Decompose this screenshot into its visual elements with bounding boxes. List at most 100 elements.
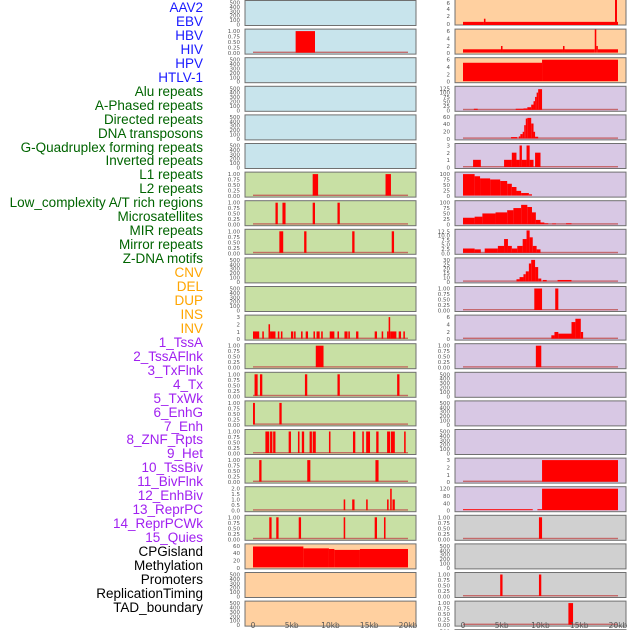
y-tick-label: 25: [443, 104, 450, 110]
bar: [507, 210, 514, 225]
y-tick-label: 40: [443, 122, 450, 128]
y-tick-label: 125: [440, 86, 451, 92]
bar: [531, 104, 534, 110]
bar: [507, 245, 512, 253]
baseline: [463, 623, 618, 625]
y-tick-label: 0.50: [438, 298, 451, 304]
y-tick-label: 0.00: [438, 595, 451, 601]
panel-bg: [244, 343, 417, 370]
bar: [463, 21, 484, 25]
track-label: TAD_boundary: [113, 599, 203, 615]
y-tick-label: 1: [237, 330, 241, 336]
baseline: [253, 366, 408, 368]
bar: [398, 331, 402, 339]
bar: [538, 517, 543, 539]
y-tick-label: 3: [447, 144, 451, 150]
bar: [485, 21, 541, 25]
y-tick-label: 0.75: [438, 578, 451, 584]
y-tick-label: 0: [447, 80, 451, 86]
y-tick-label: 1.5: [231, 492, 240, 498]
bar: [531, 212, 536, 225]
baseline: [253, 509, 408, 511]
y-tick-label: 300: [230, 581, 241, 587]
y-tick-label: 100: [230, 304, 241, 310]
y-tick-label: 500: [440, 430, 451, 436]
bar: [463, 248, 475, 253]
y-tick-label: 500: [230, 287, 241, 293]
y-tick-label: 0.25: [438, 303, 451, 309]
x-tick-label: 5kb: [495, 621, 509, 630]
baseline: [463, 480, 618, 482]
x-tick-label: 15kb: [570, 621, 589, 630]
bar: [516, 159, 520, 167]
bar: [259, 460, 262, 482]
bar: [301, 331, 303, 339]
y-tick-label: 500: [230, 58, 241, 64]
track-label: 14_ReprPCWk: [112, 516, 203, 532]
bar: [463, 509, 533, 511]
y-tick-label: 200: [230, 100, 241, 106]
y-tick-label: 0.75: [228, 206, 241, 212]
y-tick-label: 0: [447, 423, 451, 429]
track-label: HPV: [175, 55, 203, 71]
y-tick-label: 0: [447, 223, 451, 229]
bar: [500, 574, 503, 596]
bar: [534, 288, 543, 310]
bar: [482, 213, 496, 225]
y-tick-label: 0: [237, 309, 241, 315]
bar: [343, 517, 346, 539]
x-tick-label: 5kb: [285, 621, 299, 630]
y-tick-label: 0: [447, 51, 451, 57]
track-label: Methylation: [133, 558, 203, 573]
panel-bg: [454, 400, 627, 427]
bar: [270, 431, 273, 453]
bar: [383, 517, 386, 539]
bar: [269, 517, 272, 539]
bar: [523, 274, 526, 282]
y-tick-label: 400: [440, 434, 451, 440]
y-tick-label: 0.75: [228, 464, 241, 470]
bar: [554, 331, 559, 339]
y-tick-label: 300: [440, 381, 451, 387]
x-tick-label: 20kb: [609, 621, 628, 630]
y-tick-label: 1.00: [228, 372, 241, 378]
bar: [594, 29, 597, 53]
bar: [542, 59, 618, 82]
bar: [535, 136, 539, 139]
y-tick-label: 400: [230, 5, 241, 11]
y-tick-label: 0.50: [438, 355, 451, 361]
bar: [513, 208, 522, 225]
bar: [521, 159, 527, 167]
bar: [312, 174, 319, 196]
y-tick-label: 75: [443, 95, 450, 101]
track-label: 4_Tx: [172, 376, 203, 392]
track-label: G-Quadruplex forming repeats: [20, 139, 203, 155]
bar: [540, 21, 618, 25]
y-tick-label: 0.0: [231, 509, 240, 515]
y-tick-label: 400: [230, 606, 241, 612]
baseline: [253, 251, 408, 254]
bar: [517, 245, 523, 253]
y-tick-label: 0.25: [228, 389, 241, 395]
y-tick-label: 300: [230, 152, 241, 158]
bar: [555, 288, 559, 310]
bar: [533, 101, 536, 110]
y-tick-label: 1: [447, 158, 451, 164]
bar: [254, 374, 258, 396]
bar: [387, 431, 391, 453]
bar: [558, 333, 572, 339]
y-tick-label: 0.00: [228, 251, 241, 257]
bar: [474, 176, 481, 196]
y-tick-label: 0.50: [228, 469, 241, 475]
y-tick-label: 0.00: [228, 394, 241, 400]
y-tick-label: 500: [230, 144, 241, 150]
y-tick-label: 200: [230, 271, 241, 277]
y-tick-label: 0: [237, 166, 241, 172]
y-tick-label: 300: [230, 95, 241, 101]
bar: [374, 517, 377, 539]
y-tick-label: 0.50: [228, 212, 241, 218]
y-tick-label: 6: [447, 29, 451, 35]
y-tick-label: 300: [230, 267, 241, 273]
bar: [282, 202, 286, 225]
track-label: L1 repeats: [139, 167, 203, 183]
